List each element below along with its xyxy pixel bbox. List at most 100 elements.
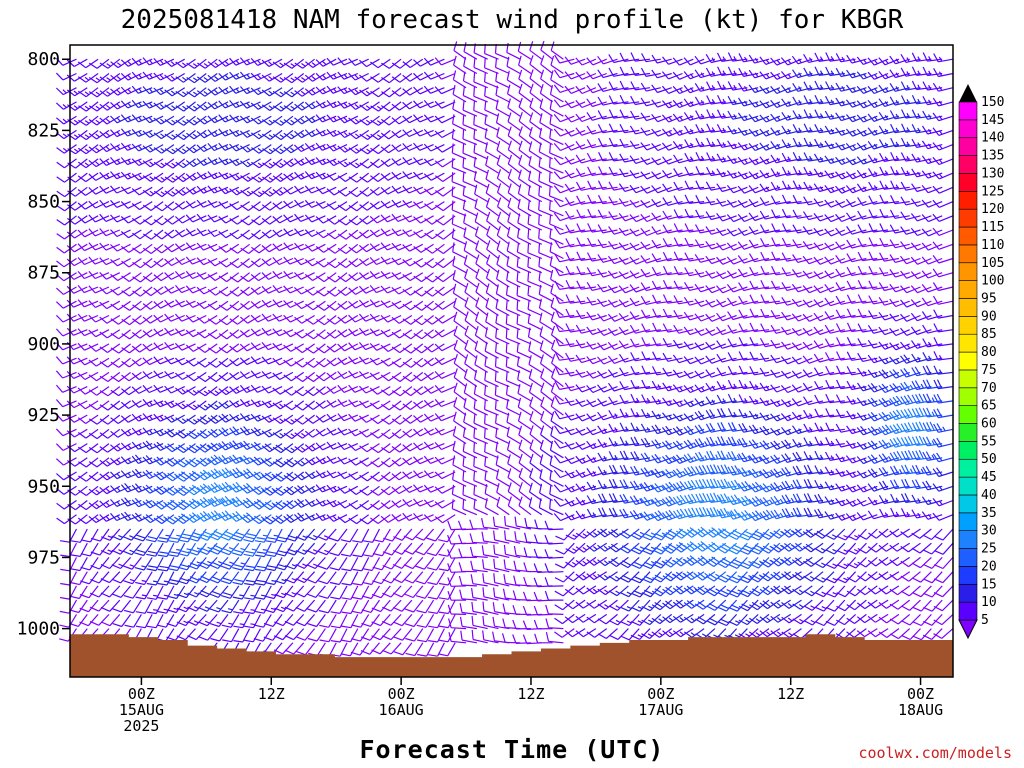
wind-barb [315, 171, 337, 180]
wind-barb [738, 309, 759, 319]
wind-barb [348, 328, 369, 337]
wind-barb [791, 356, 813, 365]
wind-barb [879, 152, 899, 162]
wind-barb [619, 408, 640, 418]
wind-barb [239, 357, 261, 366]
wind-barb [803, 613, 824, 626]
wind-barb [283, 300, 304, 309]
wind-barb [553, 99, 575, 108]
wind-barb [474, 212, 489, 231]
wind-barb [911, 168, 932, 178]
wind-barb [597, 384, 618, 393]
wind-barb [630, 81, 651, 91]
wind-barb [608, 226, 629, 235]
wind-barb [619, 138, 640, 148]
wind-barb [694, 298, 716, 307]
wind-barb [716, 168, 737, 178]
wind-barb [142, 158, 164, 168]
wind-barb [350, 642, 370, 656]
wind-barb [673, 508, 694, 520]
wind-barb [564, 197, 586, 207]
wind-barb [89, 613, 110, 626]
wind-barb [185, 256, 207, 265]
wind-barb [564, 183, 586, 193]
wind-barb [705, 436, 726, 447]
colorbar-label: 80 [981, 345, 997, 360]
wind-barb [434, 86, 456, 95]
wind-barb [641, 585, 662, 598]
y-tick-label: 925 [27, 405, 60, 426]
colorbar-segment [958, 208, 978, 228]
wind-barb [391, 185, 413, 194]
wind-barb [825, 408, 845, 418]
wind-barb [341, 557, 359, 572]
wind-barb [463, 56, 478, 75]
wind-barb [207, 468, 229, 480]
wind-barb [662, 265, 683, 276]
wind-barb [890, 151, 910, 162]
colorbar-bottom-arrow [958, 619, 978, 640]
wind-barb [683, 585, 705, 595]
wind-barb [846, 571, 867, 583]
wind-barb [88, 300, 110, 308]
wind-barb [529, 468, 543, 487]
wind-barb [469, 546, 488, 558]
wind-barb [110, 199, 131, 208]
wind-barb [67, 115, 88, 126]
wind-barb [868, 237, 889, 247]
wind-barb [358, 257, 380, 267]
wind-barb [791, 556, 813, 567]
wind-barb [791, 384, 813, 393]
wind-barb [88, 314, 110, 323]
wind-barb [337, 86, 359, 95]
wind-barb [495, 313, 510, 331]
wind-barb [134, 557, 153, 571]
wind-barb [463, 227, 478, 245]
wind-barb [463, 412, 478, 430]
wind-barb [564, 441, 586, 450]
wind-barb [175, 285, 196, 294]
wind-barb [250, 101, 272, 110]
wind-barb [791, 327, 813, 336]
wind-barb [597, 194, 618, 205]
wind-barb [640, 142, 662, 151]
wind-barb [391, 158, 413, 166]
wind-barb [229, 143, 250, 152]
wind-barb [586, 311, 607, 321]
wind-barb [727, 155, 748, 164]
wind-barb [121, 272, 142, 282]
wind-barb [586, 84, 607, 94]
wind-barb [878, 369, 900, 379]
wind-barb [88, 242, 110, 251]
wind-barb [641, 337, 661, 347]
wind-barb [413, 171, 434, 180]
wind-barb [459, 603, 477, 615]
wind-barb [803, 571, 824, 582]
wind-barb [695, 110, 716, 120]
wind-barb [403, 542, 424, 555]
wind-barb [538, 142, 553, 160]
wind-barb [239, 329, 261, 338]
wind-barb [661, 454, 683, 465]
credit-link[interactable]: coolwx.com/models [858, 744, 1012, 762]
wind-barb [803, 409, 824, 419]
wind-barb [661, 71, 683, 80]
wind-barb [550, 411, 564, 430]
wind-barb [229, 229, 250, 240]
wind-barb [371, 614, 391, 627]
wind-barb [196, 115, 218, 125]
colorbar-label: 135 [981, 149, 1004, 164]
wind-barb [629, 324, 651, 334]
wind-barb [261, 414, 283, 423]
wind-barb [528, 126, 543, 146]
wind-barb [683, 356, 705, 365]
wind-barb [484, 142, 499, 160]
wind-barb [359, 428, 380, 438]
wind-barb [814, 408, 835, 418]
colorbar-label: 20 [981, 559, 997, 574]
wind-barb [527, 185, 543, 203]
wind-barb [539, 439, 553, 459]
wind-barb [473, 129, 488, 146]
wind-barb [661, 85, 683, 94]
